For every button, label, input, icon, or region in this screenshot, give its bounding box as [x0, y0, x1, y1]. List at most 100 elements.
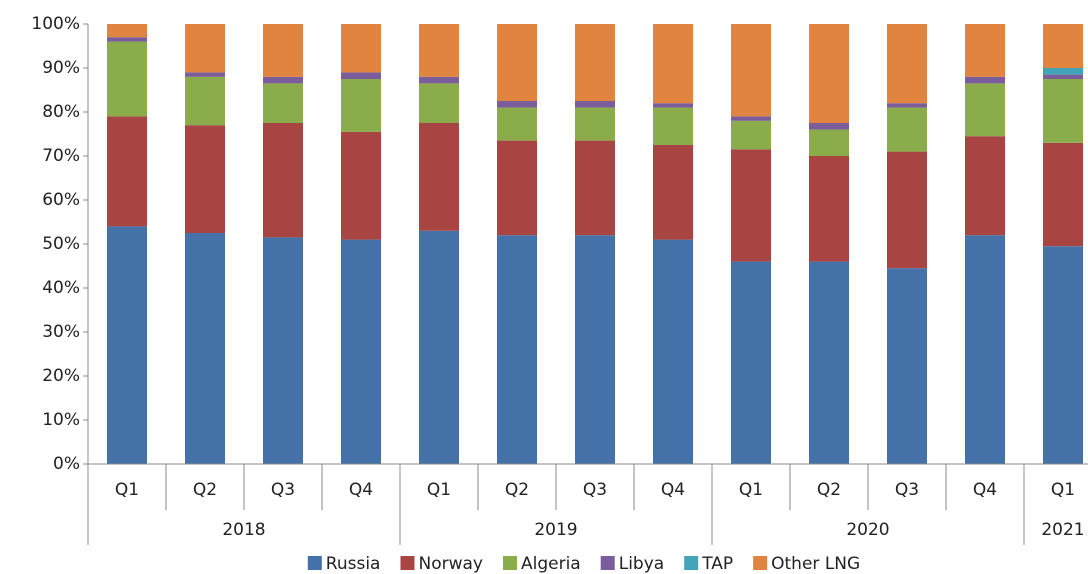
- bar-segment: [653, 107, 693, 145]
- bar-segment: [419, 76, 459, 84]
- y-tick-label: 10%: [42, 410, 80, 430]
- bar-segment: [419, 83, 459, 123]
- y-tick-label: 0%: [53, 454, 80, 474]
- bar-segment: [497, 24, 537, 101]
- bar-segment: [809, 24, 849, 123]
- group-label: 2018: [222, 520, 265, 540]
- x-tick-label: Q4: [349, 480, 373, 500]
- x-tick-label: Q1: [739, 480, 763, 500]
- x-tick-label: Q4: [661, 480, 685, 500]
- bar-segment: [1043, 24, 1083, 68]
- legend-label: Algeria: [521, 554, 581, 574]
- bar-segment: [107, 116, 147, 227]
- bar-segment: [1043, 74, 1083, 79]
- bar-segment: [1043, 79, 1083, 143]
- bar-segment: [731, 261, 771, 464]
- bar-segment: [731, 149, 771, 262]
- legend-swatch: [400, 556, 415, 570]
- y-tick-label: 80%: [42, 102, 80, 122]
- bar-segment: [887, 268, 927, 464]
- bar-segment: [653, 103, 693, 108]
- bar-segment: [1043, 246, 1083, 464]
- bar-segment: [341, 131, 381, 240]
- bar-segment: [731, 116, 771, 121]
- bar-segment: [965, 24, 1005, 77]
- bar-segment: [731, 24, 771, 117]
- x-tick-label: Q3: [583, 480, 607, 500]
- group-label: 2020: [846, 520, 889, 540]
- bar-segment: [341, 72, 381, 79]
- y-tick-label: 70%: [42, 146, 80, 166]
- bar-segment: [263, 237, 303, 464]
- bar-segment: [263, 24, 303, 77]
- bar-segment: [107, 226, 147, 464]
- bar-segment: [653, 239, 693, 464]
- bar-segment: [887, 151, 927, 269]
- bar-segment: [575, 235, 615, 464]
- bar-segment: [1043, 68, 1083, 75]
- bar-segment: [107, 37, 147, 42]
- bar-segment: [497, 107, 537, 141]
- bar-segment: [965, 235, 1005, 464]
- bar-segment: [341, 24, 381, 73]
- x-tick-label: Q1: [1051, 480, 1075, 500]
- bar-segment: [497, 235, 537, 464]
- bar-segment: [107, 24, 147, 38]
- x-tick-label: Q1: [427, 480, 451, 500]
- x-tick-label: Q2: [817, 480, 841, 500]
- bar-segment: [887, 107, 927, 152]
- x-tick-label: Q4: [973, 480, 997, 500]
- bar-segment: [965, 76, 1005, 84]
- bar-segment: [965, 83, 1005, 137]
- bar-segment: [419, 123, 459, 231]
- bar-segment: [185, 125, 225, 233]
- bar-segment: [497, 101, 537, 108]
- bar-segment: [887, 103, 927, 108]
- legend-label: Russia: [326, 554, 381, 574]
- bar-segment: [809, 129, 849, 156]
- legend-swatch: [753, 556, 768, 570]
- bar-segment: [1043, 142, 1083, 247]
- legend-swatch: [684, 556, 699, 570]
- y-tick-label: 20%: [42, 366, 80, 386]
- bar-segment: [575, 24, 615, 101]
- bar-segment: [809, 123, 849, 130]
- legend-label: Other LNG: [771, 554, 860, 574]
- bar-segment: [263, 83, 303, 123]
- legend-label: Libya: [619, 554, 664, 574]
- y-tick-label: 90%: [42, 58, 80, 78]
- legend-label: TAP: [701, 554, 733, 574]
- bar-segment: [809, 261, 849, 464]
- bar-segment: [575, 101, 615, 108]
- bar-segment: [185, 72, 225, 77]
- legend-label: Norway: [418, 554, 483, 574]
- bar-segment: [653, 24, 693, 104]
- bar-segment: [107, 41, 147, 117]
- x-tick-label: Q3: [895, 480, 919, 500]
- legend-swatch: [600, 556, 615, 570]
- y-tick-label: 40%: [42, 278, 80, 298]
- bar-segment: [263, 123, 303, 238]
- bar-segment: [887, 24, 927, 104]
- y-tick-label: 30%: [42, 322, 80, 342]
- x-tick-label: Q2: [505, 480, 529, 500]
- bar-segment: [653, 145, 693, 240]
- bar-segment: [575, 140, 615, 236]
- bar-segment: [419, 24, 459, 77]
- bar-segment: [965, 136, 1005, 236]
- bar-segment: [185, 76, 225, 126]
- bar-segment: [575, 107, 615, 141]
- bar-segment: [341, 239, 381, 464]
- bar-segment: [341, 79, 381, 132]
- bar-segment: [419, 230, 459, 464]
- y-tick-label: 60%: [42, 190, 80, 210]
- bar-segment: [731, 120, 771, 150]
- bar-segment: [185, 233, 225, 464]
- x-tick-label: Q1: [115, 480, 139, 500]
- bar-segment: [497, 140, 537, 236]
- bar-segment: [185, 24, 225, 73]
- bar-segment: [263, 76, 303, 84]
- group-label: 2021: [1041, 520, 1084, 540]
- y-tick-label: 100%: [31, 14, 80, 34]
